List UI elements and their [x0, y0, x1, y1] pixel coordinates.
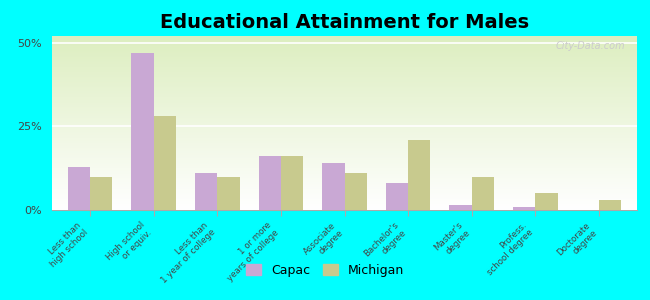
Bar [154, 116, 176, 210]
Bar [408, 140, 430, 210]
Bar [322, 163, 344, 210]
Bar [472, 176, 494, 210]
Bar [195, 173, 217, 210]
Bar [68, 167, 90, 210]
Bar [513, 207, 535, 210]
Title: Educational Attainment for Males: Educational Attainment for Males [160, 13, 529, 32]
Bar [535, 193, 558, 210]
Bar [131, 53, 154, 210]
Bar [90, 176, 112, 210]
Text: City-Data.com: City-Data.com [556, 41, 625, 51]
Bar [217, 176, 240, 210]
Bar [449, 205, 472, 210]
Bar [281, 157, 303, 210]
Legend: Capac, Michigan: Capac, Michigan [241, 259, 409, 282]
Bar [386, 183, 408, 210]
Bar [344, 173, 367, 210]
Bar [599, 200, 621, 210]
Bar [259, 157, 281, 210]
